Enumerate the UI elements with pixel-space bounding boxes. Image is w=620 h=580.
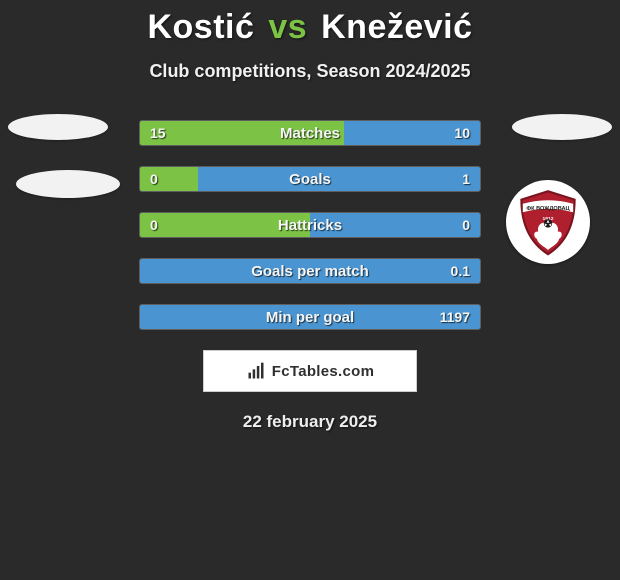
ellipse-icon	[512, 114, 612, 140]
bar-right-fill	[140, 305, 480, 329]
content-area: ФК ВОЖДОВАЦ 1912 1510Matches 01Goals 00Hat…	[0, 120, 620, 432]
infographic-root: Kostić vs Knežević Club competitions, Se…	[0, 0, 620, 432]
brand-box: FcTables.com	[203, 350, 417, 392]
player2-name: Knežević	[321, 8, 472, 46]
bar-left-fill	[140, 121, 344, 145]
bar-right-fill	[344, 121, 480, 145]
ellipse-icon	[8, 114, 108, 140]
ellipse-icon	[16, 170, 120, 198]
brand-text: FcTables.com	[272, 363, 375, 380]
stat-row: 01Goals	[139, 166, 481, 192]
shield-icon: ФК ВОЖДОВАЦ 1912	[513, 187, 583, 257]
date-text: 22 february 2025	[0, 412, 620, 432]
right-club-badge: ФК ВОЖДОВАЦ 1912	[506, 180, 590, 264]
subtitle: Club competitions, Season 2024/2025	[0, 61, 620, 82]
bar-left-fill	[140, 167, 198, 191]
right-logo-placeholder	[512, 114, 612, 140]
bar-right-fill	[310, 213, 480, 237]
stat-row: 00Hattricks	[139, 212, 481, 238]
bar-left-fill	[140, 213, 310, 237]
stat-bars: 1510Matches 01Goals 00Hattricks 0.1Goals pe…	[139, 120, 481, 330]
bar-chart-icon	[246, 361, 266, 381]
svg-text:ФК ВОЖДОВАЦ: ФК ВОЖДОВАЦ	[526, 206, 570, 212]
player1-name: Kostić	[147, 8, 254, 46]
left-logo-placeholder	[8, 114, 108, 140]
vs-label: vs	[268, 8, 307, 46]
title-row: Kostić vs Knežević	[0, 8, 620, 47]
stat-row: 0.1Goals per match	[139, 258, 481, 284]
bar-right-fill	[140, 259, 480, 283]
stat-row: 1510Matches	[139, 120, 481, 146]
bar-right-fill	[198, 167, 480, 191]
stat-row: 1197Min per goal	[139, 304, 481, 330]
